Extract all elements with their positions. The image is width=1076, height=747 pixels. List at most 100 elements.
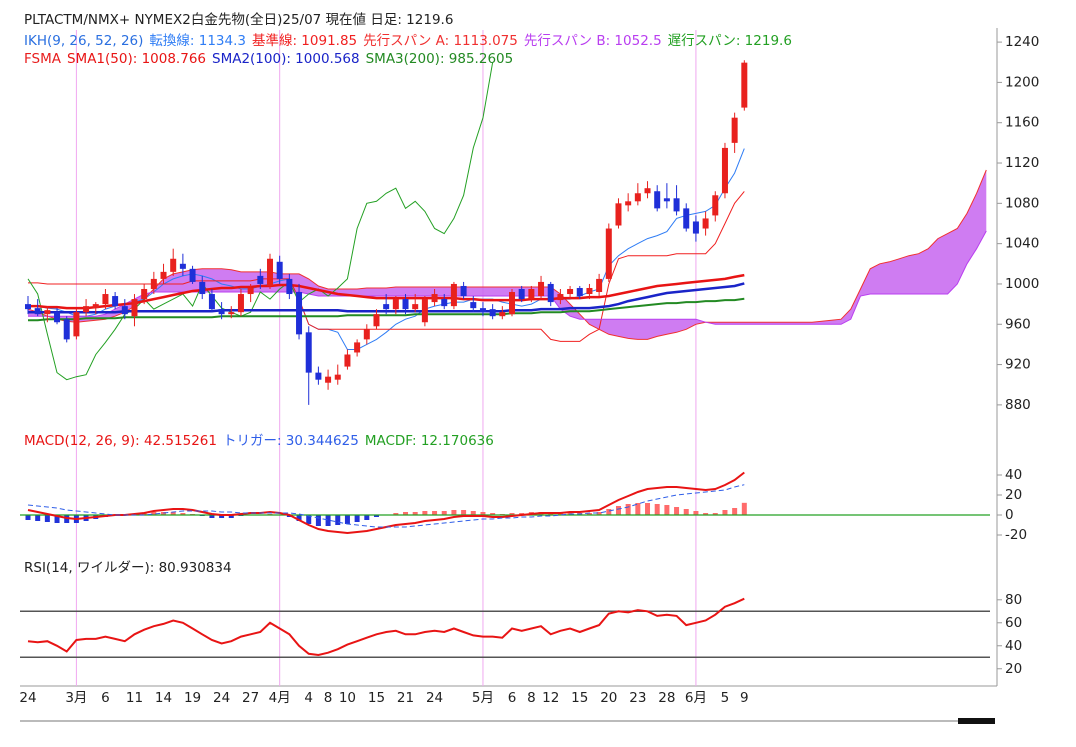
candle-body — [257, 275, 264, 284]
candle-body — [596, 278, 603, 293]
histogram-bar — [693, 511, 699, 515]
candle-body — [721, 147, 728, 194]
histogram-bar — [25, 515, 31, 520]
legend-item: 基準線: 1091.85 — [252, 32, 357, 49]
histogram-bar — [335, 515, 341, 525]
legend-item: MACDF: 12.170636 — [365, 433, 494, 449]
candle-body — [712, 195, 719, 216]
candle-body — [586, 287, 593, 295]
candle-body — [218, 309, 225, 315]
candle-body — [605, 228, 612, 279]
scrollbar-thumb[interactable] — [958, 718, 995, 724]
legend-item: 先行スパン A: 1113.075 — [363, 33, 518, 49]
histogram-bar — [228, 515, 234, 518]
histogram-bar — [712, 513, 718, 515]
indicator-line — [27, 169, 987, 340]
candle-body — [73, 312, 80, 337]
y-tick-label: 0 — [1005, 507, 1014, 523]
x-tick-label: 20 — [600, 690, 617, 706]
candle-body — [383, 304, 390, 310]
candle-body — [731, 117, 738, 143]
histogram-bar — [441, 511, 447, 515]
x-tick-label: 24 — [213, 690, 230, 706]
histogram-bar — [344, 515, 350, 524]
candle-body — [267, 258, 273, 286]
legend-item: トリガー: 30.344625 — [223, 433, 359, 449]
histogram-bar — [364, 515, 370, 520]
legend-item: MACD(12, 26, 9): 42.515261 — [24, 433, 217, 449]
candle-body — [683, 208, 690, 229]
candle-body — [141, 288, 148, 300]
legend: IKH(9, 26, 52, 26) 転換線: 1134.3 基準線: 1091.8… — [24, 32, 792, 49]
histogram-bar — [451, 510, 457, 515]
legend-item: RSI(14, ワイルダー): 80.930834 — [24, 560, 232, 576]
indicator-line — [28, 148, 745, 350]
histogram-bar — [664, 505, 670, 515]
histogram-bar — [606, 509, 612, 515]
x-tick-label: 8 — [527, 690, 536, 706]
histogram-bar — [741, 502, 747, 515]
candle-body — [247, 287, 254, 295]
y-tick-label: 1200 — [1005, 74, 1039, 90]
y-tick-label: 920 — [1005, 357, 1031, 373]
histogram-bar — [219, 515, 225, 518]
candle-body — [470, 302, 477, 309]
candle-body — [325, 376, 332, 383]
candle-body — [412, 304, 419, 310]
candle-body — [102, 294, 109, 305]
candle-body — [63, 319, 70, 340]
histogram-bar — [403, 512, 409, 515]
candle-body — [499, 312, 506, 317]
histogram-bar — [654, 504, 660, 515]
x-tick-label: 9 — [740, 690, 749, 706]
candle-body — [567, 288, 574, 295]
y-tick-label: 60 — [1005, 615, 1022, 631]
candle-body — [83, 306, 90, 313]
histogram-bar — [635, 503, 641, 515]
histogram-bar — [296, 515, 302, 521]
candle-body — [538, 281, 545, 297]
indicator-line — [27, 597, 745, 657]
candle-body — [654, 191, 661, 209]
legend-item: FSMA — [24, 51, 62, 67]
histogram-bar — [35, 515, 41, 521]
histogram-bar — [306, 515, 312, 524]
candle-body — [663, 198, 670, 202]
histogram-bar — [703, 513, 709, 515]
legend-item: 遅行スパン: 1219.6 — [668, 33, 792, 49]
candle-body — [692, 221, 699, 234]
candle-body — [741, 62, 748, 108]
x-tick-label: 8 — [324, 690, 333, 706]
candle-body — [334, 374, 341, 380]
y-tick-label: 1160 — [1005, 115, 1039, 131]
histogram-bar — [461, 510, 467, 515]
candle-body — [315, 372, 322, 380]
candle-body — [615, 203, 622, 226]
y-tick-label: 20 — [1005, 661, 1022, 677]
x-tick-label: 5 — [721, 690, 730, 706]
candle-body — [509, 292, 515, 315]
candle-body — [363, 329, 370, 340]
legend: FSMA SMA1(50): 1008.766 SMA2(100): 1000.56… — [24, 51, 513, 67]
indicator-line — [28, 191, 745, 342]
candle-body — [450, 283, 457, 307]
candle-body — [421, 299, 428, 323]
y-tick-label: 40 — [1005, 638, 1022, 654]
x-tick-label: 6 — [508, 690, 517, 706]
histogram-bar — [373, 515, 379, 517]
x-tick-label: 14 — [155, 690, 172, 706]
y-tick-label: 1120 — [1005, 155, 1039, 171]
candle-body — [702, 218, 709, 229]
histogram-bar — [490, 513, 496, 515]
candle-body — [402, 299, 409, 310]
x-tick-label: 23 — [629, 690, 646, 706]
candle-body — [625, 201, 632, 206]
histogram-bar — [470, 511, 476, 515]
histogram-bar — [683, 509, 689, 515]
legend-item: SMA2(100): 1000.568 — [212, 51, 360, 67]
x-tick-label: 28 — [658, 690, 675, 706]
candle-body — [276, 261, 283, 279]
candle-body — [199, 281, 206, 295]
legend-item: 転換線: 1134.3 — [149, 33, 246, 49]
